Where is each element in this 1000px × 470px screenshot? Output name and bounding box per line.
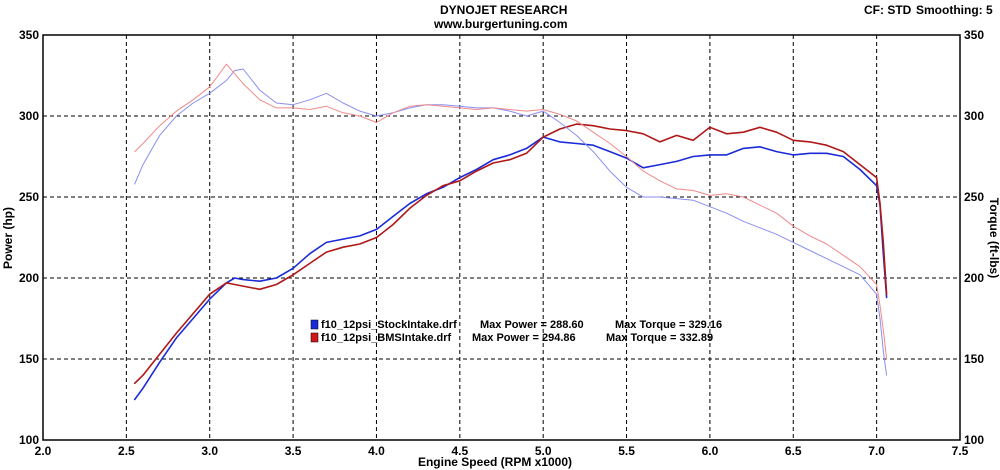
legend: f10_12psi_StockIntake.drf Max Power = 28… bbox=[310, 319, 722, 344]
y-axis-ticks-left: 100 150 200 250 300 350 bbox=[19, 28, 39, 447]
chart-title: DYNOJET RESEARCH bbox=[440, 3, 568, 17]
legend-swatch-stock bbox=[310, 319, 319, 330]
x-tick-label: 6.0 bbox=[702, 444, 719, 458]
y-tick-label-left: 100 bbox=[19, 433, 39, 447]
x-tick-label: 2.0 bbox=[35, 444, 52, 458]
legend-max-power-stock: Max Power = 288.60 bbox=[480, 319, 584, 331]
x-tick-label: 4.5 bbox=[451, 444, 468, 458]
y-tick-label-right: 200 bbox=[964, 271, 984, 285]
y-tick-label-right: 350 bbox=[964, 28, 984, 42]
y-tick-label-right: 300 bbox=[964, 109, 984, 123]
y-tick-label-right: 250 bbox=[964, 190, 984, 204]
x-tick-label: 3.0 bbox=[201, 444, 218, 458]
y-axis-title-right: Torque (ft-lbs) bbox=[987, 198, 1000, 278]
y-axis-ticks-right: 100 150 200 250 300 350 bbox=[964, 28, 984, 447]
series-line-torque bbox=[134, 63, 888, 360]
y-tick-label-right: 150 bbox=[964, 352, 984, 366]
correction-factor-label: CF: STD bbox=[864, 3, 912, 17]
plot-area bbox=[42, 34, 961, 441]
x-tick-label: 4.0 bbox=[368, 444, 385, 458]
y-tick-label-left: 250 bbox=[19, 190, 39, 204]
legend-file-stock: f10_12psi_StockIntake.drf bbox=[321, 319, 457, 331]
x-tick-label: 6.5 bbox=[785, 444, 802, 458]
x-axis-ticks: 2.0 2.5 3.0 3.5 4.0 4.5 5.0 5.5 6.0 6.5 7.0 7.5 bbox=[35, 444, 969, 458]
y-tick-label-left: 200 bbox=[19, 271, 39, 285]
legend-swatch-bms bbox=[310, 332, 319, 343]
series-line-torque bbox=[134, 68, 888, 376]
x-tick-label: 7.0 bbox=[868, 444, 885, 458]
y-tick-label-right: 100 bbox=[964, 433, 984, 447]
x-axis-title: Engine Speed (RPM x1000) bbox=[418, 455, 572, 469]
x-tick-label: 7.5 bbox=[952, 444, 969, 458]
y-tick-label-left: 150 bbox=[19, 352, 39, 366]
y-tick-label-left: 300 bbox=[19, 109, 39, 123]
series-layer bbox=[133, 63, 888, 401]
legend-max-torque-bms: Max Torque = 332.89 bbox=[606, 332, 713, 344]
legend-max-power-bms: Max Power = 294.86 bbox=[472, 332, 576, 344]
legend-file-bms: f10_12psi_BMSIntake.drf bbox=[321, 332, 452, 344]
smoothing-label: Smoothing: 5 bbox=[916, 3, 993, 17]
legend-max-torque-stock: Max Torque = 329.16 bbox=[615, 319, 722, 331]
x-tick-label: 5.0 bbox=[535, 444, 552, 458]
x-tick-label: 3.5 bbox=[285, 444, 302, 458]
y-tick-label-left: 350 bbox=[19, 28, 39, 42]
x-tick-label: 2.5 bbox=[118, 444, 135, 458]
y-axis-title-left: Power (hp) bbox=[1, 207, 15, 269]
grid-lines bbox=[43, 35, 960, 440]
series-line-power bbox=[133, 136, 888, 401]
series-line-power bbox=[133, 123, 888, 385]
chart-subtitle: www.burgertuning.com bbox=[434, 17, 568, 31]
x-tick-label: 5.5 bbox=[618, 444, 635, 458]
